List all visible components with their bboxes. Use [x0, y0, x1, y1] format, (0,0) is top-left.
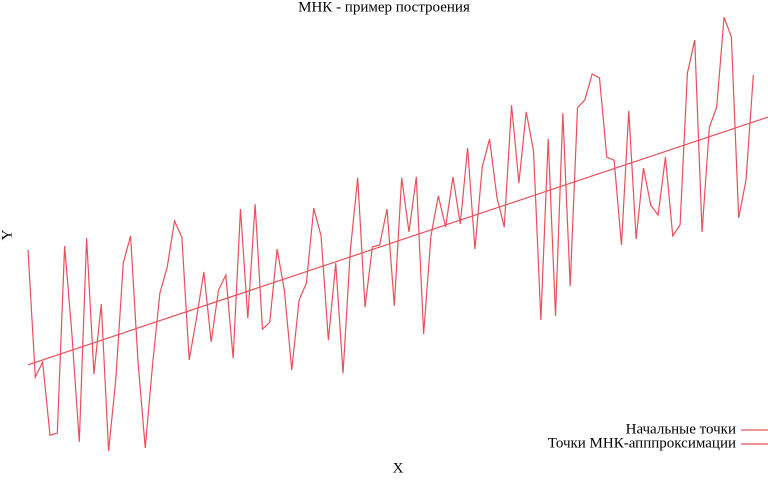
chart-title: МНК - пример построения: [298, 0, 470, 15]
series-line: [27, 16, 754, 452]
y-axis-label: Y: [0, 229, 15, 240]
legend-label: Точки МНК-апппроксимации: [548, 435, 736, 451]
legend-label: Начальные точки: [626, 421, 736, 437]
x-axis-label: X: [393, 460, 404, 476]
series-line: [27, 116, 768, 366]
